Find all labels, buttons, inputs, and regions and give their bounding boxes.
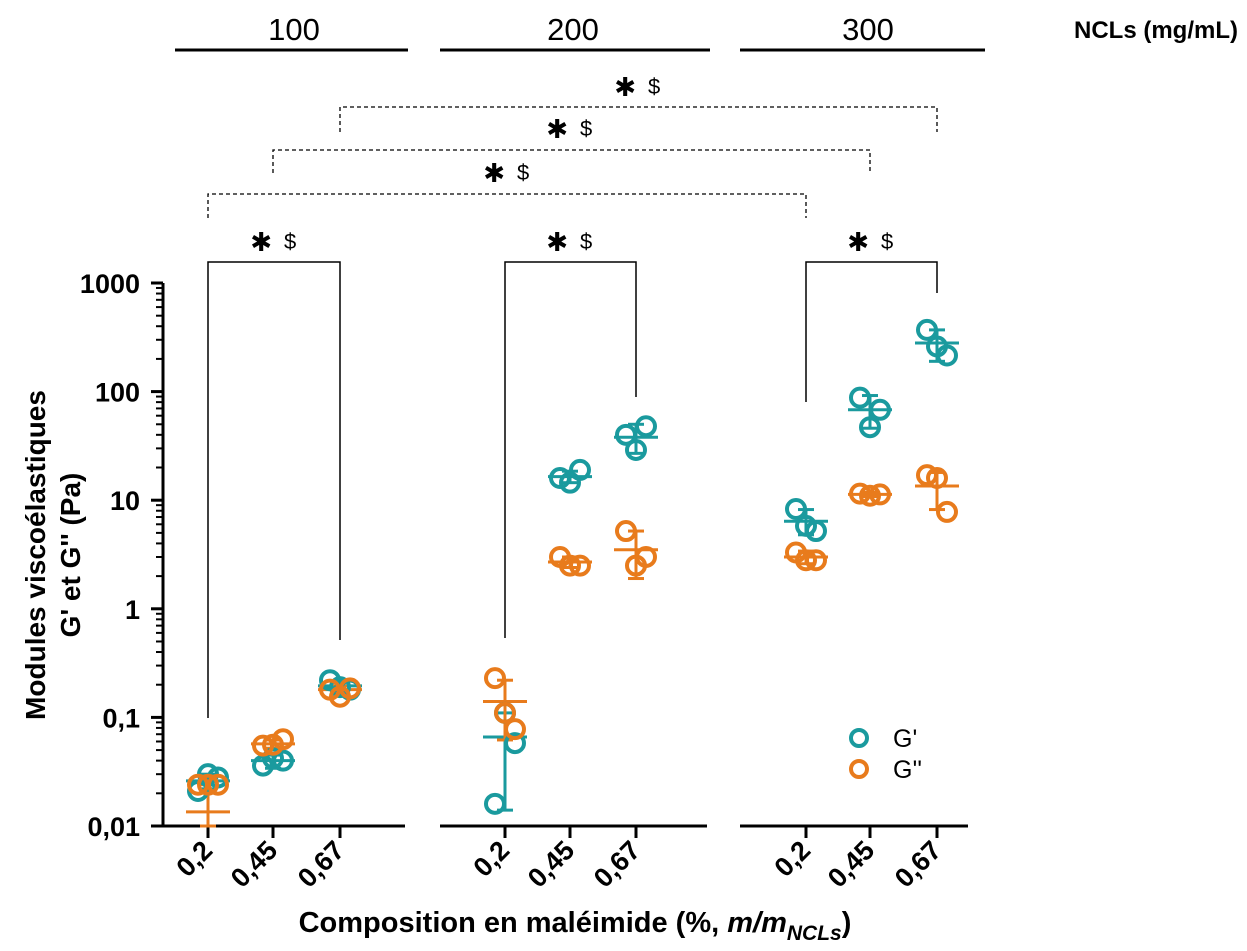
- data-point: [252, 734, 274, 757]
- data-point: [484, 792, 506, 815]
- x-tick-label: 0,2: [768, 835, 816, 883]
- x-axis-title-main: Composition en maléimide (%,: [299, 907, 728, 939]
- data-points: [187, 318, 958, 815]
- x-tick-label: 0,2: [170, 835, 218, 883]
- y-tick-label: 1: [125, 595, 140, 625]
- legend-marker-g-prime: [849, 728, 869, 748]
- data-point: [869, 398, 891, 421]
- data-point: [329, 676, 351, 699]
- sig-symbol: $: [284, 229, 296, 254]
- sig-bracket-300-across: [339, 106, 938, 132]
- data-point: [615, 423, 637, 446]
- sig-symbol: $: [580, 229, 592, 254]
- x-tick-label: 0,67: [292, 835, 350, 893]
- data-point: [197, 773, 219, 796]
- sig-bracket-group-300: [805, 261, 938, 402]
- group-headers: 100 200 300 NCLs (mg/mL): [175, 12, 1238, 52]
- sig-star: ✱: [614, 72, 636, 102]
- legend: G' G'': [849, 725, 922, 784]
- data-point: [559, 554, 581, 577]
- data-point: [785, 497, 807, 520]
- group-header-label-100: 100: [268, 12, 320, 47]
- x-tick-label: 0,67: [889, 835, 947, 893]
- legend-label-g-prime: G': [893, 725, 917, 753]
- sig-bracket-02-across: [207, 193, 807, 218]
- data-point: [849, 482, 871, 505]
- data-point: [869, 483, 891, 506]
- data-point: [916, 464, 938, 487]
- significance-labels: ✱ $ ✱ $ ✱ $ ✱ $ ✱ $ ✱ $: [250, 72, 893, 257]
- sig-bracket-group-200: [504, 261, 637, 638]
- legend-marker-g-double-prime: [849, 759, 869, 779]
- y-axis-title-line2: G' et G'' (Pa): [55, 473, 86, 638]
- group-axis-title: NCLs (mg/mL): [1074, 17, 1238, 44]
- x-tick-label: 0,2: [467, 835, 515, 883]
- x-axis-title: Composition en maléimide (%, m/mNCLs): [299, 907, 852, 945]
- data-point: [936, 344, 958, 367]
- y-axis-ticks: 0,01 0,1 1 10 100 1000: [80, 269, 163, 842]
- data-point: [494, 701, 516, 724]
- data-point: [805, 549, 827, 572]
- sig-bracket-045-across: [272, 149, 871, 173]
- data-point: [859, 484, 881, 507]
- data-point: [795, 549, 817, 572]
- sig-symbol: $: [517, 160, 529, 185]
- sig-symbol: $: [881, 229, 893, 254]
- data-point: [569, 554, 591, 577]
- data-point: [916, 318, 938, 341]
- significance-brackets: [207, 106, 938, 718]
- sig-bracket-group-100: [207, 261, 341, 718]
- sig-star: ✱: [546, 114, 568, 144]
- data-point: [635, 415, 657, 438]
- sig-star: ✱: [483, 158, 505, 188]
- y-axis-title-line1: Modules viscoélastiques: [20, 390, 51, 720]
- data-point: [926, 467, 948, 490]
- legend-label-g-double-prime: G'': [893, 756, 922, 784]
- data-point: [207, 773, 229, 796]
- error-bars: [186, 328, 959, 828]
- sig-star: ✱: [250, 227, 272, 257]
- sig-star: ✱: [546, 227, 568, 257]
- data-point: [504, 718, 526, 741]
- data-point: [635, 545, 657, 568]
- x-axis-title-close: ): [842, 907, 852, 939]
- data-point: [272, 749, 294, 772]
- y-tick-label: 100: [95, 378, 140, 408]
- data-point: [849, 386, 871, 409]
- sig-symbol: $: [648, 74, 660, 99]
- data-point: [615, 520, 637, 543]
- y-tick-label: 10: [110, 486, 140, 516]
- sig-star: ✱: [847, 227, 869, 257]
- x-tick-label: 0,45: [225, 835, 283, 893]
- data-point: [805, 520, 827, 543]
- x-tick-label: 0,67: [588, 835, 646, 893]
- sig-symbol: $: [580, 116, 592, 141]
- y-tick-label: 0,1: [102, 703, 140, 733]
- data-point: [569, 458, 591, 481]
- data-point: [859, 416, 881, 439]
- data-point: [484, 667, 506, 690]
- data-point: [504, 732, 526, 755]
- x-axis-title-italic: m/m: [727, 907, 787, 939]
- group-header-label-300: 300: [842, 12, 894, 47]
- x-axis-ticks: 0,2 0,45 0,67 0,2 0,45 0,67 0,2 0,45 0,67: [170, 826, 947, 893]
- data-point: [272, 728, 294, 751]
- data-point: [625, 438, 647, 461]
- y-tick-label: 1000: [80, 269, 140, 299]
- x-tick-label: 0,45: [822, 835, 880, 893]
- data-point: [339, 677, 361, 700]
- group-header-label-200: 200: [547, 12, 599, 47]
- y-tick-label: 0,01: [87, 812, 140, 842]
- x-axis-title-subscript: NCLs: [787, 922, 842, 945]
- data-point: [936, 500, 958, 523]
- x-tick-label: 0,45: [522, 835, 580, 893]
